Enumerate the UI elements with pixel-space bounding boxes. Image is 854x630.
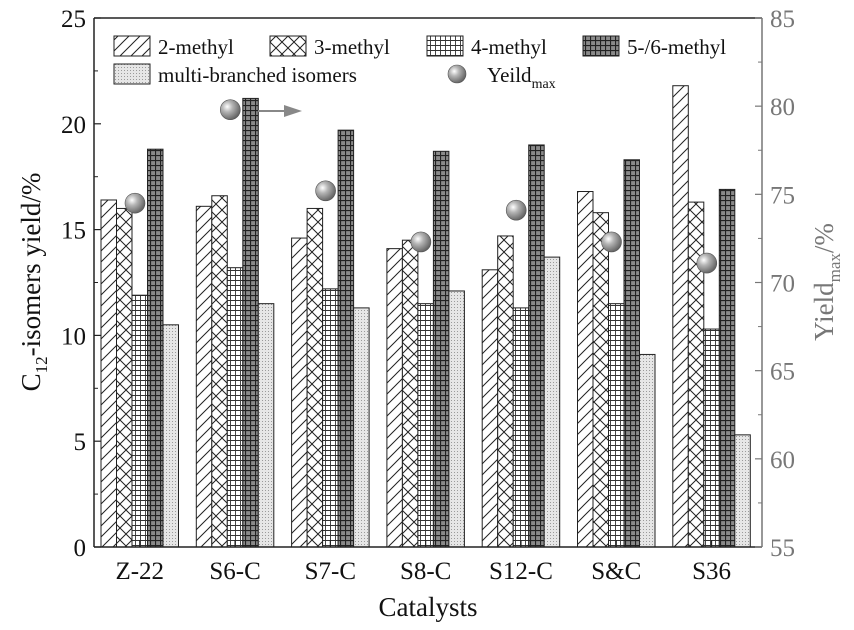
bar-4-methyl-s12-c (512, 307, 530, 548)
legend-item-yield: Yeildmax (447, 63, 556, 92)
bar-4-methyl-s36 (703, 328, 720, 548)
category-label: S6-C (209, 558, 260, 585)
legend-label: Yeildmax (487, 63, 556, 92)
legend-label: 2-methyl (158, 35, 234, 59)
category-label: Z-22 (115, 558, 164, 585)
bar-3-methyl-s6-c (211, 195, 228, 548)
left-tick-label: 20 (61, 112, 86, 139)
bar-3-methyl-z-22 (116, 207, 133, 548)
bar-5-6-methyl-s12-c (528, 144, 545, 548)
yield-marker-s-c (601, 231, 622, 253)
legend: 2-methyl 3-methyl 4-methyl 5-/6-methyl m… (113, 35, 726, 92)
left-tick-label: 25 (61, 6, 86, 33)
right-axis-arrow (258, 105, 302, 117)
bar-2-methyl-s8-c (386, 248, 403, 548)
bar-4-methyl-s-c (608, 303, 625, 548)
right-ticks: 55 60 65 70 75 80 85 (755, 6, 795, 562)
y2-axis-title: Yieldmax/% (809, 223, 844, 341)
left-tick-label: 5 (74, 429, 87, 456)
right-tick-label: 65 (770, 359, 795, 386)
bar-5-6-methyl-s8-c (432, 150, 450, 548)
x-axis-title: Catalysts (379, 592, 478, 622)
yield-marker-s12-c (505, 199, 527, 221)
legend-item-multi-branched: multi-branched isomers (113, 63, 357, 87)
legend-label: 5-/6-methyl (627, 35, 726, 59)
bar-3-methyl-s8-c (401, 239, 419, 548)
bar-5-6-methyl-z-22 (147, 148, 164, 548)
bar-2-methyl-s12-c (481, 269, 499, 548)
right-tick-label: 70 (770, 271, 795, 298)
bar-2-methyl-z-22 (100, 199, 117, 548)
category-label: S&C (591, 558, 641, 585)
bar-2-methyl-s6-c (195, 205, 213, 548)
bar-5-6-methyl-s-c (623, 159, 640, 548)
bar-3-methyl-s7-c (306, 207, 324, 548)
y2-axis-title-sub: max (825, 253, 844, 283)
legend-label: multi-branched isomers (158, 63, 357, 87)
bar-2-methyl-s-c (577, 191, 594, 548)
bar-2-methyl-s36 (672, 85, 689, 548)
legend-yield-main: Yeild (487, 63, 532, 87)
bar-multi-branched-isomers-s7-c (353, 307, 370, 548)
yield-markers-layer (124, 99, 718, 274)
category-label: S8-C (400, 558, 451, 585)
yield-marker-z-22 (124, 192, 146, 214)
left-ticks: 0 5 10 15 20 25 (61, 6, 101, 562)
legend-item-5-6-methyl: 5-/6-methyl (582, 35, 726, 59)
bar-4-methyl-s7-c (322, 288, 339, 548)
bar-3-methyl-s36 (687, 201, 705, 548)
legend-label: 4-methyl (471, 35, 547, 59)
left-tick-label: 15 (61, 218, 86, 245)
bar-5-6-methyl-s6-c (242, 97, 259, 548)
category-label: S36 (692, 558, 731, 585)
bar-4-methyl-s6-c (226, 267, 244, 548)
bars-layer (100, 85, 751, 548)
bar-multi-branched-isomers-s6-c (257, 303, 275, 548)
legend-item-2-methyl: 2-methyl (113, 35, 234, 59)
right-tick-label: 55 (770, 535, 795, 562)
y2-axis-title-main: Yield (809, 282, 839, 341)
right-tick-label: 85 (770, 6, 795, 33)
bar-3-methyl-s12-c (497, 235, 514, 548)
bar-multi-branched-isomers-s8-c (448, 290, 465, 548)
y2-axis-title-rest: /% (809, 223, 839, 253)
bar-4-methyl-s8-c (417, 303, 434, 548)
category-label: S12-C (489, 558, 553, 585)
y-axis-title-main: C (16, 373, 46, 391)
bar-3-methyl-s-c (592, 212, 609, 548)
bar-5-6-methyl-s36 (718, 188, 736, 548)
right-tick-label: 60 (770, 447, 795, 474)
legend-label: 3-methyl (314, 35, 390, 59)
legend-item-4-methyl: 4-methyl (426, 35, 547, 59)
bar-multi-branched-isomers-s12-c (543, 256, 561, 548)
y-axis-title-sub: 12 (32, 356, 51, 373)
legend-item-3-methyl: 3-methyl (269, 35, 390, 59)
bar-multi-branched-isomers-s-c (639, 353, 656, 548)
legend-yield-sub: max (532, 77, 556, 92)
y-axis-title-rest: -isomers yield/% (16, 173, 46, 357)
left-tick-label: 10 (61, 323, 86, 350)
yield-marker-s8-c (410, 231, 432, 253)
category-ticks: Z-22 S6-C S7-C S8-C S12-C S&C S36 (115, 540, 731, 585)
yield-marker-s36 (696, 252, 718, 274)
bar-4-methyl-z-22 (131, 294, 148, 548)
y-axis-title: C12-isomers yield/% (16, 173, 51, 392)
right-tick-label: 75 (770, 182, 795, 209)
right-tick-label: 80 (770, 94, 795, 121)
left-tick-label: 0 (74, 535, 87, 562)
yield-marker-s6-c (220, 99, 241, 120)
bar-multi-branched-isomers-s36 (734, 434, 751, 548)
bar-multi-branched-isomers-z-22 (162, 324, 179, 548)
bar-5-6-methyl-s7-c (337, 129, 355, 548)
yield-marker-s7-c (315, 180, 336, 202)
category-label: S7-C (305, 558, 356, 585)
bar-2-methyl-s7-c (291, 237, 308, 548)
